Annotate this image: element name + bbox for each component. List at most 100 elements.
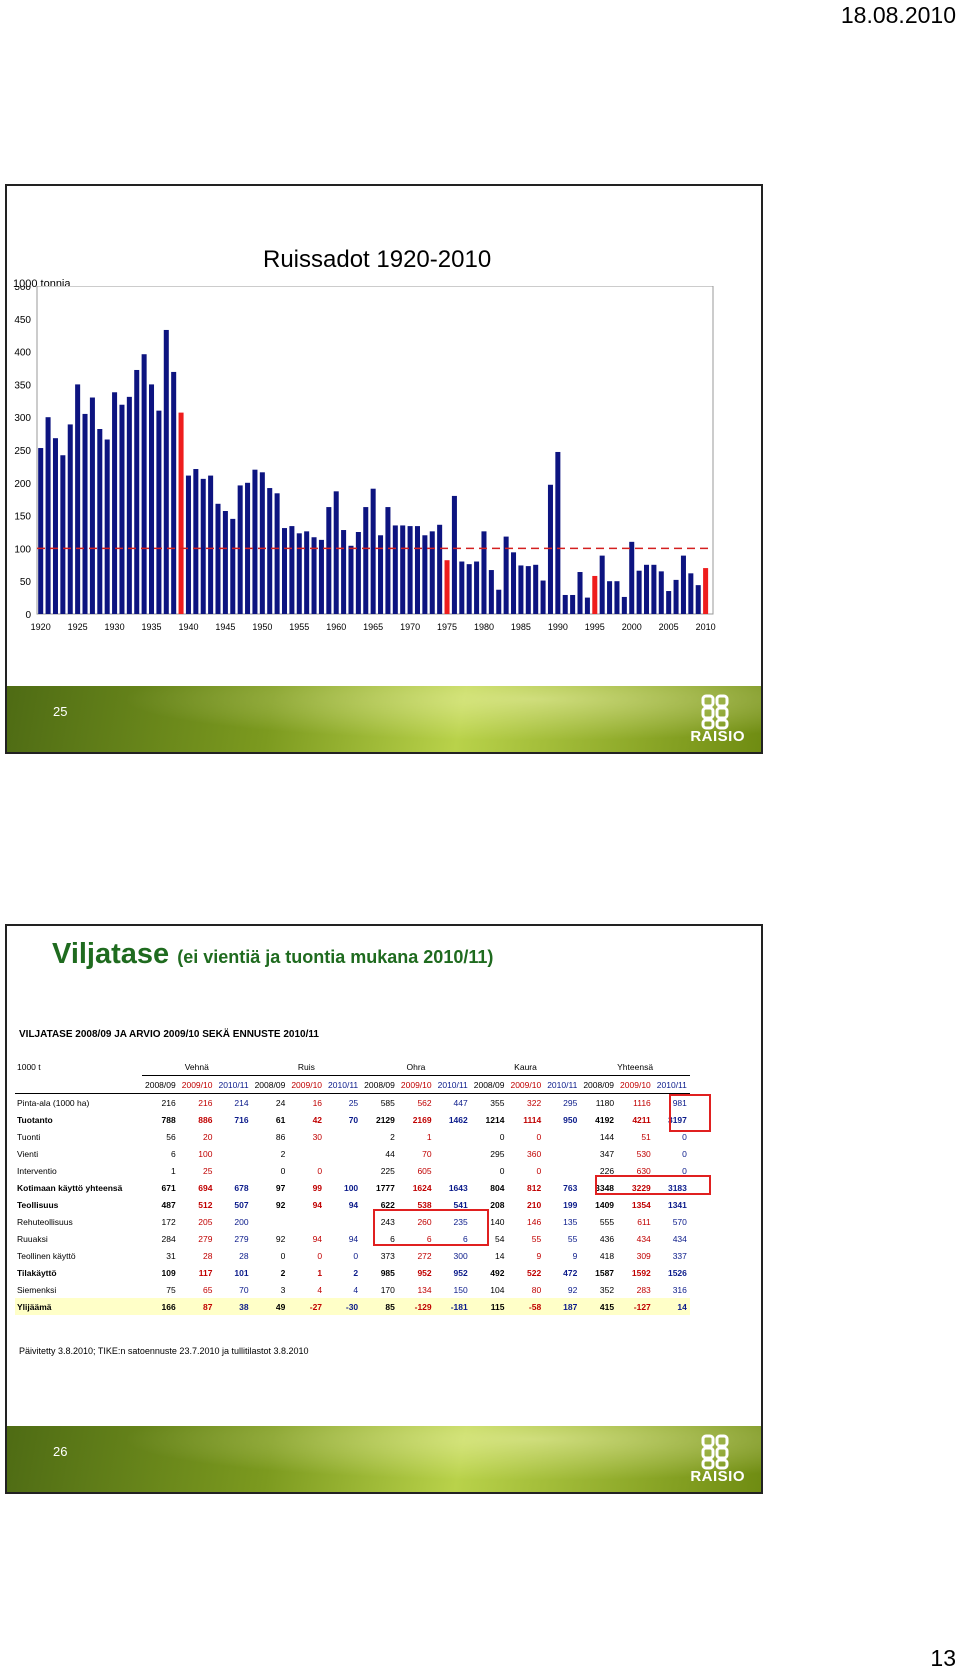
table-cell: 216 bbox=[142, 1093, 179, 1111]
bar bbox=[496, 589, 502, 614]
table-cell: 0 bbox=[317, 1250, 323, 1261]
table-cell: 0 bbox=[353, 1250, 359, 1261]
x-tick-label: 2010 bbox=[696, 622, 716, 632]
bar bbox=[599, 555, 605, 614]
table-cell: 55 bbox=[567, 1233, 578, 1244]
bar bbox=[584, 597, 590, 614]
table-cell: -127 bbox=[617, 1298, 654, 1315]
y-tick-label: 350 bbox=[14, 380, 31, 391]
table-cell: 570 bbox=[672, 1216, 687, 1227]
table-cell: 373 bbox=[380, 1250, 395, 1261]
bar bbox=[200, 478, 206, 614]
year-header: 2008/09 bbox=[145, 1079, 176, 1090]
table-cell: 146 bbox=[527, 1216, 542, 1227]
table-cell: 54 bbox=[495, 1233, 505, 1244]
bar bbox=[311, 537, 317, 614]
x-tick-label: 1955 bbox=[289, 622, 309, 632]
table-cell: 981 bbox=[653, 1093, 690, 1111]
year-header: 2008/09 bbox=[254, 1079, 286, 1090]
bar bbox=[666, 591, 672, 614]
bar bbox=[636, 570, 642, 614]
table-cell: 135 bbox=[563, 1216, 578, 1227]
y-tick-label: 400 bbox=[14, 348, 31, 359]
bar bbox=[252, 469, 258, 614]
table-year-header: 2008/09 2009/10 2010/11 2008/09 2009/10 2010/… bbox=[15, 1076, 690, 1094]
raisio-logo-text: RAISIO bbox=[690, 1468, 745, 1485]
table-cell: 678 bbox=[234, 1182, 249, 1193]
table-row: Tilakäyttö 109 117 101 2 1 2 985 952 952 492 522 472… bbox=[15, 1264, 690, 1281]
year-header: 2009/10 bbox=[291, 1079, 323, 1090]
y-tick-label: 50 bbox=[20, 577, 32, 588]
group-header: Ohra bbox=[361, 1058, 471, 1076]
slide-footer: 26 RAISIO bbox=[7, 1426, 761, 1492]
row-label: Siemenksi bbox=[17, 1284, 57, 1295]
table-cell: 172 bbox=[161, 1216, 176, 1227]
bar bbox=[296, 533, 302, 614]
bar bbox=[407, 526, 413, 614]
row-label: Tilakäyttö bbox=[17, 1267, 57, 1278]
table-cell: 28 bbox=[239, 1250, 249, 1261]
table-cell: 56 bbox=[166, 1131, 176, 1142]
group-header: Kaura bbox=[470, 1058, 581, 1076]
table-cell bbox=[544, 1128, 580, 1145]
table-cell: 2129 bbox=[375, 1114, 395, 1125]
slide-title-main: Viljatase bbox=[52, 938, 170, 970]
table-cell: 322 bbox=[507, 1093, 545, 1111]
bar bbox=[237, 485, 243, 614]
bar bbox=[363, 507, 369, 614]
table-cell: 24 bbox=[251, 1093, 289, 1111]
row-label: Tuonti bbox=[17, 1131, 41, 1142]
bar bbox=[267, 488, 273, 614]
table-cell: 1180 bbox=[580, 1093, 618, 1111]
bar bbox=[444, 560, 450, 614]
table-cell: 316 bbox=[672, 1284, 687, 1295]
table-cell: 4 bbox=[353, 1284, 359, 1295]
table-cell: 886 bbox=[198, 1114, 213, 1125]
bar bbox=[680, 555, 686, 614]
table-cell bbox=[544, 1162, 580, 1179]
slide-number: 25 bbox=[53, 704, 68, 719]
table-cell: 4211 bbox=[632, 1114, 651, 1125]
table-cell: 25 bbox=[325, 1093, 362, 1111]
year-header: 2009/10 bbox=[510, 1079, 542, 1090]
table-cell: 216 bbox=[178, 1093, 216, 1111]
grain-balance-table: 1000 t Vehnä Ruis Ohra Kaura Yhteensä 2008/09… bbox=[15, 1058, 690, 1315]
table-cell: 70 bbox=[348, 1114, 359, 1125]
table-cell: 0 bbox=[536, 1165, 542, 1176]
raisio-logo-icon bbox=[701, 694, 729, 730]
table-cell: 530 bbox=[636, 1148, 651, 1159]
table-cell: 952 bbox=[453, 1267, 468, 1278]
bar bbox=[503, 536, 509, 614]
table-cell: 2 bbox=[280, 1267, 286, 1278]
table-cell: 6 bbox=[171, 1148, 176, 1159]
table-cell: 94 bbox=[348, 1199, 359, 1210]
table-cell: 75 bbox=[166, 1284, 176, 1295]
table-cell: 20 bbox=[203, 1131, 213, 1142]
table-cell: -27 bbox=[288, 1298, 326, 1315]
bar bbox=[75, 384, 81, 614]
bar bbox=[326, 507, 332, 614]
table-cell: 92 bbox=[275, 1233, 286, 1244]
table-cell: 562 bbox=[397, 1093, 435, 1111]
x-tick-label: 1945 bbox=[215, 622, 235, 632]
bar bbox=[695, 585, 701, 614]
table-cell: 210 bbox=[527, 1199, 542, 1210]
bar bbox=[570, 594, 576, 614]
y-tick-label: 200 bbox=[14, 479, 31, 490]
x-tick-label: 1970 bbox=[400, 622, 420, 632]
table-cell: 144 bbox=[599, 1131, 615, 1142]
table-cell: 522 bbox=[527, 1267, 542, 1278]
rye-harvest-chart: 0 50 100 150 200 250 300 350 400 450 500 1920 1925 19… bbox=[14, 286, 716, 632]
table-cell: 1114 bbox=[523, 1114, 542, 1125]
table-cell: 952 bbox=[417, 1267, 432, 1278]
x-tick-label: 1920 bbox=[31, 622, 51, 632]
bar bbox=[643, 564, 650, 614]
year-header: 2009/10 bbox=[400, 1079, 432, 1090]
table-cell: 166 bbox=[142, 1298, 179, 1315]
table-cell bbox=[252, 1213, 289, 1230]
table-cell: 434 bbox=[636, 1233, 651, 1244]
bar bbox=[688, 573, 694, 614]
bar bbox=[414, 526, 420, 614]
slide-title: Viljatase (ei vientiä ja tuontia mukana … bbox=[52, 938, 493, 971]
bar bbox=[592, 575, 598, 614]
